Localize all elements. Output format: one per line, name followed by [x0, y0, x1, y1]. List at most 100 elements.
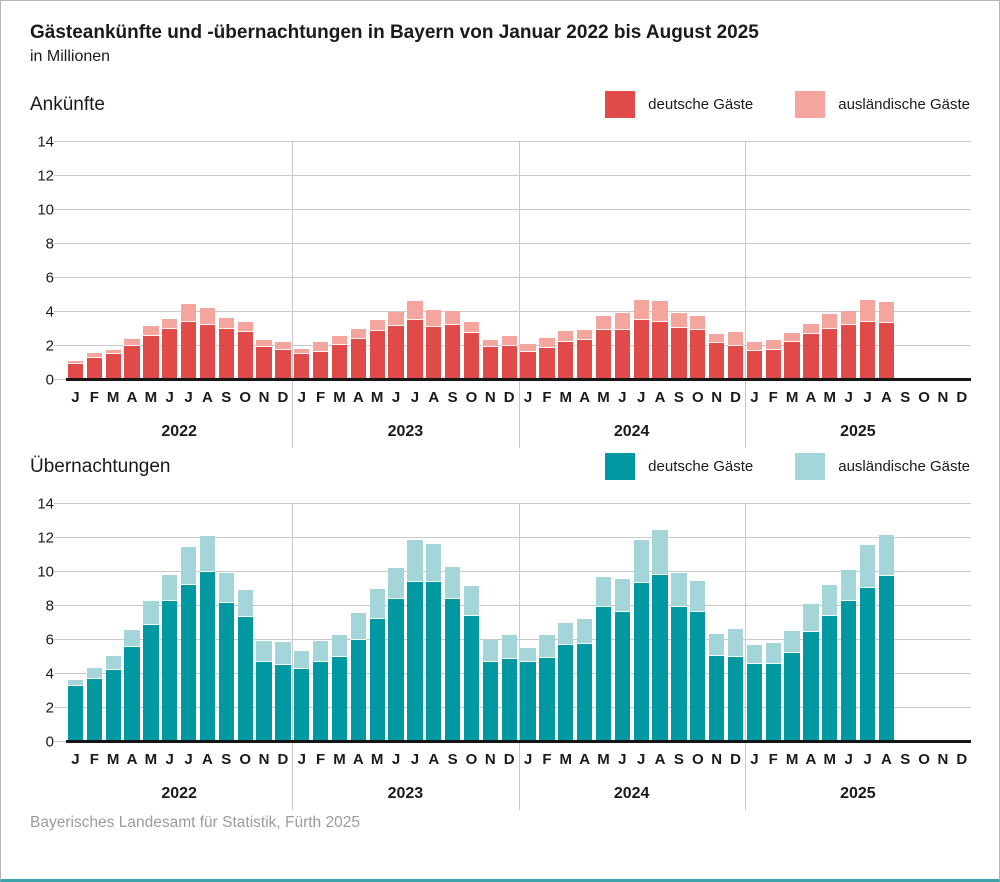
month-label: F [768, 388, 778, 406]
segment-domestic [444, 325, 461, 380]
month-label: J [618, 388, 627, 406]
arrivals-chart: 0 2 4 6 8 10 12 14 J F M A M J J A S O N D J F M A M J J A S O N D J F M A M… [37, 133, 971, 448]
segment-domestic [86, 678, 102, 742]
bar-2024-5 [594, 504, 613, 742]
bar-2023-5 [368, 142, 387, 380]
month-label: J [297, 750, 306, 768]
year-labels-row: 2022 2023 2024 2025 [66, 785, 971, 803]
segment-domestic [633, 320, 649, 380]
segment-foreign [67, 361, 84, 364]
segment-foreign [671, 573, 687, 608]
segment-foreign [690, 316, 706, 331]
segment-domestic [822, 615, 838, 742]
segment-foreign [369, 320, 385, 332]
segment-domestic [482, 661, 498, 742]
segment-domestic [143, 625, 159, 742]
overnights-section-title: Übernachtungen [30, 455, 171, 477]
segment-domestic [765, 350, 781, 380]
segment-domestic [331, 656, 348, 742]
segment-foreign [784, 333, 800, 343]
segment-domestic [426, 327, 442, 380]
segment-foreign [350, 612, 366, 640]
bar-2022-5 [141, 142, 160, 380]
bar-2025-2 [764, 142, 783, 380]
segment-domestic [105, 354, 121, 380]
y-tick-label: 12 [37, 167, 54, 185]
month-label: J [750, 750, 759, 768]
y-tick-label: 4 [45, 303, 54, 321]
segment-domestic [803, 632, 819, 742]
bar-2025-9 [896, 504, 915, 742]
bar-2025-1 [745, 504, 764, 742]
arrivals-header: Ankünfte deutsche Gäste ausländische Gäs… [30, 90, 970, 120]
month-label: A [880, 388, 892, 406]
bar-2023-3 [330, 504, 349, 742]
month-label: O [465, 388, 478, 406]
segment-foreign [822, 314, 838, 329]
segment-foreign [727, 332, 744, 346]
bar-2024-3 [556, 504, 575, 742]
month-label: D [503, 388, 515, 406]
year-label-2024: 2024 [613, 784, 650, 802]
bar-2023-2 [311, 504, 330, 742]
bar-2022-12 [273, 504, 292, 742]
month-label: O [691, 388, 704, 406]
gridline-14 [54, 502, 971, 504]
bar-2023-9 [443, 504, 462, 742]
month-label: M [597, 750, 610, 768]
bar-2025-10 [915, 504, 934, 742]
bar-2025-3 [783, 142, 802, 380]
gridline-4 [54, 310, 971, 312]
bar-2025-5 [820, 504, 839, 742]
bar-2022-2 [85, 504, 104, 742]
bar-2023-3 [330, 142, 349, 380]
month-label: M [559, 388, 573, 406]
segment-foreign [859, 299, 876, 322]
bar-2023-4 [349, 142, 368, 380]
month-label: J [297, 388, 306, 406]
month-label: N [711, 750, 723, 768]
bar-2022-6 [160, 142, 179, 380]
month-label: M [106, 388, 120, 406]
segment-foreign [237, 589, 253, 617]
bar-2025-8 [877, 504, 896, 742]
bar-2025-7 [858, 504, 877, 742]
bar-2022-5 [141, 504, 160, 742]
segment-foreign [501, 634, 517, 660]
segment-domestic [407, 581, 423, 742]
month-label: J [410, 388, 420, 406]
segment-foreign [180, 304, 197, 322]
segment-foreign [444, 310, 461, 326]
bar-2024-11 [707, 504, 726, 742]
segment-foreign [482, 639, 498, 662]
bar-2024-8 [651, 504, 670, 742]
month-label: A [202, 750, 213, 768]
segment-domestic [652, 575, 668, 742]
segment-domestic [426, 581, 442, 742]
bars-area [66, 142, 971, 380]
month-label: J [523, 750, 533, 768]
month-label: A [880, 750, 892, 768]
bar-2024-4 [575, 142, 594, 380]
segment-foreign [426, 543, 442, 582]
segment-domestic [312, 351, 329, 380]
legend-label-domestic: deutsche Gäste [648, 458, 754, 476]
y-tick-label: 8 [45, 597, 54, 615]
bar-2023-11 [481, 142, 500, 380]
segment-foreign [614, 313, 630, 330]
bar-2022-10 [236, 142, 255, 380]
month-label: A [126, 750, 138, 768]
bar-2024-8 [651, 142, 670, 380]
month-label: S [673, 750, 684, 768]
bar-2022-11 [255, 504, 274, 742]
segment-domestic [727, 656, 744, 742]
bar-2024-4 [575, 504, 594, 742]
y-tick-label: 14 [37, 495, 54, 513]
bar-2022-8 [198, 504, 217, 742]
segment-domestic [765, 663, 781, 742]
segment-foreign [482, 339, 498, 347]
bar-2024-11 [707, 142, 726, 380]
bar-2023-6 [387, 142, 406, 380]
month-label: O [239, 750, 251, 768]
legend-label-domestic: deutsche Gäste [648, 96, 754, 114]
